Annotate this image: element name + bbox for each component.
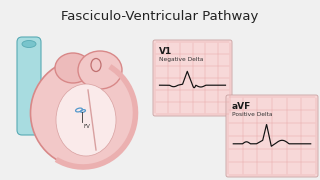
FancyBboxPatch shape [226, 95, 318, 177]
Ellipse shape [30, 59, 135, 167]
Text: FV: FV [83, 124, 90, 129]
Text: Fasciculo-Ventricular Pathway: Fasciculo-Ventricular Pathway [61, 10, 259, 23]
FancyBboxPatch shape [17, 37, 41, 135]
Ellipse shape [22, 40, 36, 48]
FancyBboxPatch shape [153, 40, 232, 116]
Ellipse shape [55, 53, 91, 83]
Text: aVF: aVF [232, 102, 251, 111]
Ellipse shape [56, 84, 116, 156]
Text: V1: V1 [159, 46, 172, 55]
Text: Positive Delta: Positive Delta [232, 111, 273, 116]
Text: Negative Delta: Negative Delta [159, 57, 204, 62]
Ellipse shape [78, 51, 122, 89]
